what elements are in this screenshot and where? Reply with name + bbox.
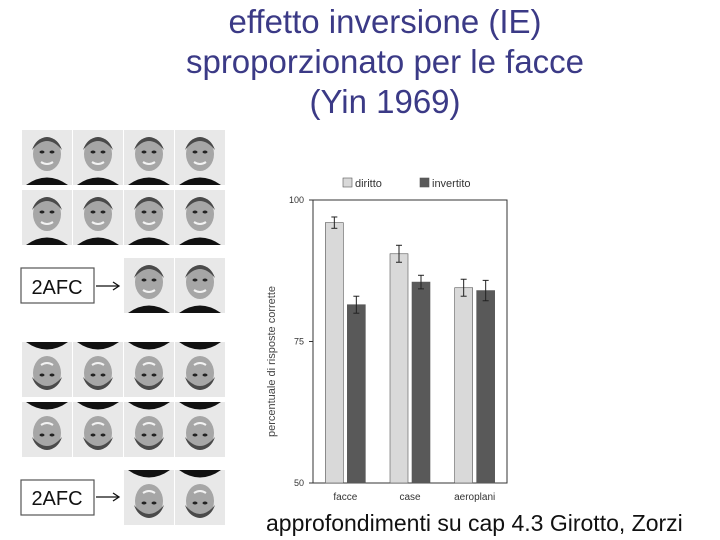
afc-label-inverted: 2AFC	[31, 488, 82, 510]
bar-aeroplani-diritto	[454, 287, 473, 484]
bar-case-diritto	[389, 253, 409, 484]
bar-case-invertito	[411, 281, 431, 484]
afc-label-upright: 2AFC	[31, 277, 82, 299]
y-tick-label-100: 100	[289, 195, 304, 205]
legend-swatch-invertito	[419, 177, 430, 188]
legend-label-invertito: invertito	[432, 178, 471, 190]
footer-reference: approfondimenti su cap 4.3 Girotto, Zorz…	[266, 510, 683, 536]
slide-title: effetto inversione (IE) sproporzionato p…	[0, 2, 720, 122]
title-line-2: sproporzionato per le facce	[185, 43, 585, 80]
x-tick-label-aeroplani: aeroplani	[454, 492, 495, 503]
legend-label-diritto: diritto	[355, 178, 382, 190]
bar-chart: 100 75 50 percentuale di risposte corrette f…	[266, 177, 508, 503]
bar-facce-diritto	[325, 222, 344, 484]
y-tick-label-75: 75	[294, 337, 304, 347]
bar-facce-invertito	[347, 304, 366, 484]
x-tick-label-facce: facce	[333, 492, 357, 503]
face-stimuli-panel: 2AFC 2AFC	[20, 129, 226, 526]
x-tick-label-case: case	[399, 492, 421, 503]
legend-swatch-diritto	[342, 177, 353, 188]
title-line-3: (Yin 1969)	[309, 83, 461, 120]
y-axis-label: percentuale di risposte corrette	[266, 286, 278, 437]
y-tick-label-50: 50	[294, 478, 304, 488]
title-line-1: effetto inversione (IE)	[228, 3, 542, 40]
bar-aeroplani-invertito	[476, 290, 495, 484]
